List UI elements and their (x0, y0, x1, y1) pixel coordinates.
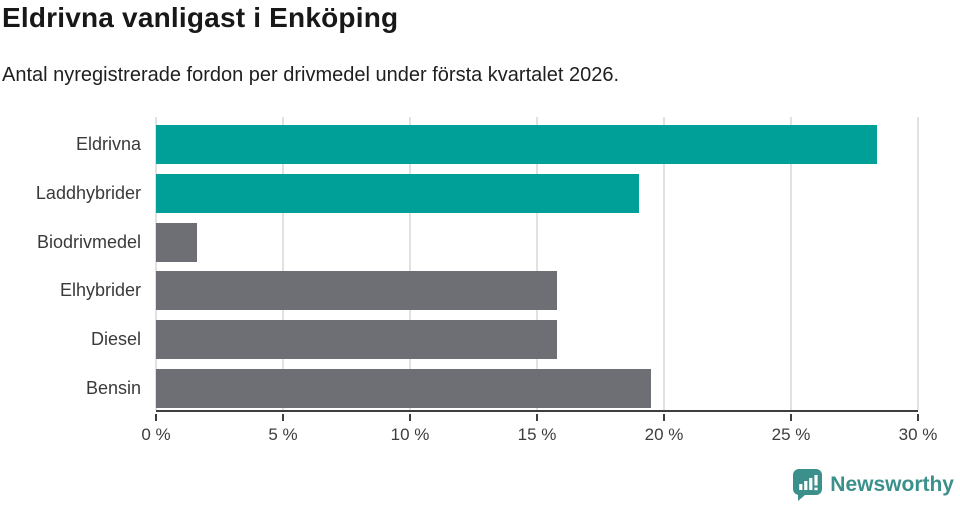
gridline (790, 117, 792, 410)
x-tick-label: 5 % (268, 425, 298, 444)
chart-subtitle: Antal nyregistrerade fordon per drivmede… (2, 64, 620, 86)
category-label-laddhybrider: Laddhybrider (35, 182, 141, 203)
brand-name: Newsworthy (830, 472, 954, 496)
chart-title: Eldrivna vanligast i Enköping (2, 2, 399, 33)
plot-area (155, 117, 919, 412)
x-tick-label: 30 % (898, 425, 938, 444)
x-tick-label: 0 % (141, 425, 171, 444)
gridline (536, 117, 538, 410)
x-axis-tick (155, 414, 157, 421)
category-label-eldrivna: Eldrivna (75, 134, 141, 154)
x-axis-tick (663, 414, 665, 421)
gridline (155, 117, 157, 410)
bar-diesel (156, 320, 558, 360)
category-label-bensin: Bensin (85, 378, 141, 398)
x-axis-tick (790, 414, 792, 421)
category-labels: Eldrivna Laddhybrider Biodrivmedel Elhybrid… (0, 117, 141, 412)
gridline (917, 117, 919, 410)
gridline (663, 117, 665, 410)
brand-footer: Newsworthy (792, 468, 954, 501)
x-axis-tick (536, 414, 538, 421)
bar-bensin (156, 369, 652, 408)
category-label-diesel: Diesel (90, 329, 141, 350)
x-tick-label: 25 % (771, 425, 811, 444)
bar-chart-speech-bubble-icon (793, 469, 823, 501)
x-axis-tick (282, 414, 284, 421)
x-tick-label: 20 % (644, 425, 684, 444)
gridline (409, 117, 411, 410)
bar-laddhybrider (156, 173, 639, 213)
x-tick-label: 10 % (390, 425, 430, 444)
category-label-biodrivmedel: Biodrivmedel (36, 231, 141, 252)
bar-eldrivna (156, 125, 878, 164)
bar-elhybrider (156, 271, 558, 311)
bar-biodrivmedel (156, 222, 197, 262)
gridline (282, 117, 284, 410)
x-axis-tick (409, 414, 411, 421)
x-tick-label: 15 % (517, 425, 557, 444)
category-label-elhybrider: Elhybrider (59, 280, 141, 301)
x-axis: 0 % 5 % 10 % 15 % 20 % 25 % 30 % (141, 414, 937, 454)
x-axis-tick (917, 414, 919, 421)
